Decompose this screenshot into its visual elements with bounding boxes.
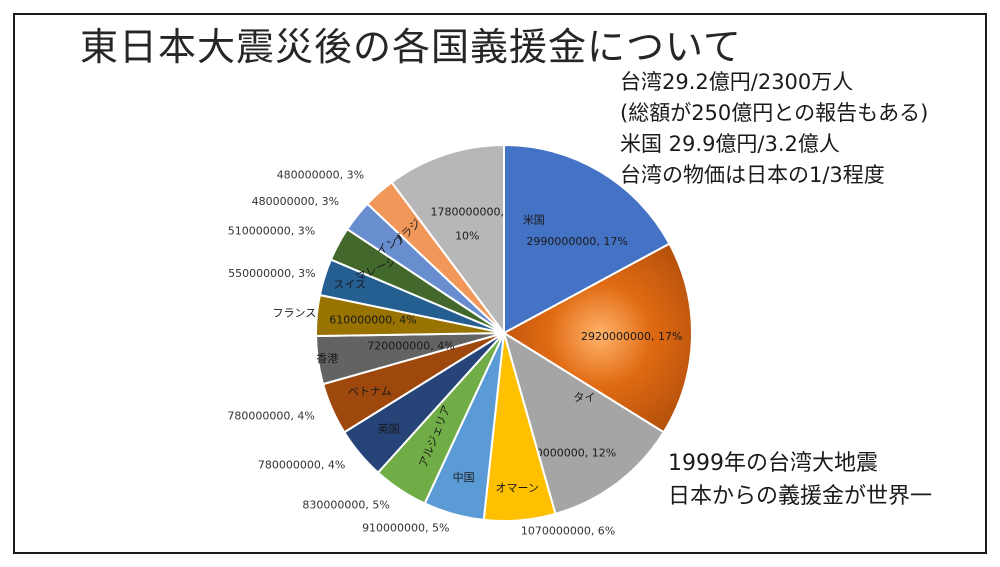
note-1999-earthquake: 1999年の台湾大地震 日本からの義援金が世界一 — [668, 447, 932, 513]
slice-name-label: 英国 — [378, 421, 400, 435]
slice-name-label: 米国 — [523, 213, 545, 226]
note-line: 1999年の台湾大地震 — [668, 451, 878, 476]
slice-value-label: 2920000000, 17% — [581, 330, 682, 343]
slice-value-label: 780000000, 4% — [258, 459, 345, 472]
slice-value-label: 1070000000, 6% — [521, 525, 615, 538]
slice-value-label: 550000000, 3% — [228, 267, 315, 280]
slice-value-label: 1780000000, — [431, 205, 504, 218]
note-taiwan-us: 台湾29.2億円/2300万人 (総額が250億円との報告もある) 米国 29.… — [620, 67, 928, 191]
note-line: (総額が250億円との報告もある) — [620, 101, 929, 125]
slice-value-label: 510000000, 3% — [228, 225, 315, 238]
slice-value-label: 910000000, 5% — [362, 522, 449, 535]
slice-value-label: 10% — [455, 229, 479, 242]
slice-name-label: 香港 — [316, 352, 338, 365]
slice-value-label: 480000000, 3% — [252, 195, 339, 208]
pie-slice-1 — [502, 242, 693, 434]
page-title: 東日本大震災後の各国義援金について — [80, 25, 742, 69]
note-line: 台湾29.2億円/2300万人 — [620, 70, 854, 94]
slice-name-label: スイス — [333, 278, 366, 291]
slice-name-label: タイ — [573, 391, 595, 404]
slice-name-label: フランス — [272, 306, 316, 319]
slice-value-label: 830000000, 5% — [302, 498, 389, 511]
slice-name-label: ベトナム — [348, 385, 392, 398]
slice-value-label: 720000000, 4% — [367, 340, 454, 353]
slice-name-label: 中国 — [453, 471, 475, 484]
pie-slice-14 — [390, 143, 505, 337]
slice-value-label: 2990000000, 17% — [526, 235, 627, 248]
note-line: 日本からの義援金が世界一 — [668, 484, 933, 509]
slice-name-label: オマーン — [495, 481, 538, 494]
note-line: 台湾の物価は日本の1/3程度 — [620, 163, 885, 187]
slice-value-label: 610000000, 4% — [329, 314, 416, 327]
slice-value-label: 480000000, 3% — [277, 169, 364, 182]
pie-slice-0 — [503, 143, 671, 335]
note-line: 米国 29.9億円/3.2億人 — [620, 132, 840, 156]
slice-value-label: 780000000, 4% — [227, 410, 314, 423]
pie-slice-2 — [502, 330, 666, 516]
